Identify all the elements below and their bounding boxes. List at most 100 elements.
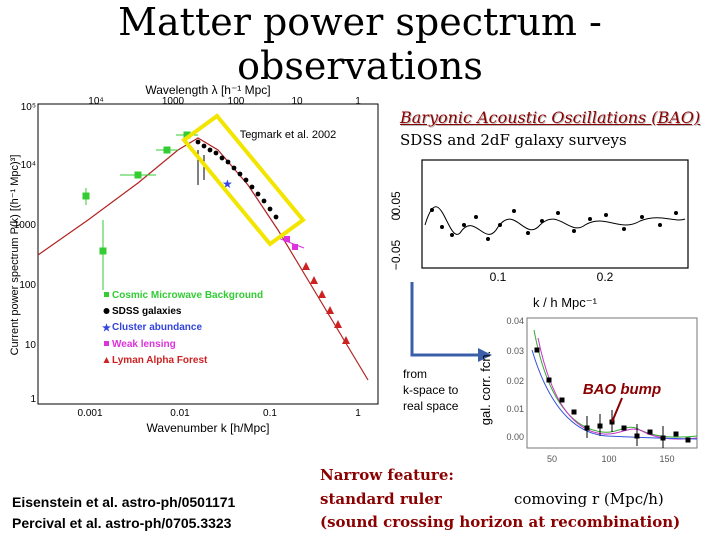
bao-y-ticks: 0.05 0 −0.05: [389, 191, 403, 270]
corr-point: [546, 377, 552, 383]
corr-y-tick: 0.02: [506, 376, 524, 386]
sdss-point: [219, 155, 225, 161]
lensing-errorbar: [277, 237, 305, 249]
x-axis-label: Wavenumber k [h/Mpc]: [147, 421, 270, 435]
lensing-point: [292, 244, 298, 250]
bao-points: [430, 208, 678, 241]
bao-point: [540, 219, 544, 223]
cluster-points: ★: [222, 177, 233, 191]
bao-point: [474, 215, 478, 219]
model-curve: [37, 137, 369, 381]
power-spectrum-figure: Wavelength λ [h⁻¹ Mpc] 10⁴ 1000 100 10 1…: [8, 80, 388, 442]
bao-y-tick: 0: [389, 213, 403, 220]
transform-arrow: [410, 282, 492, 362]
figure-credit: Tegmark et al. 2002: [240, 129, 337, 141]
bao-point: [556, 211, 560, 215]
sdss-point: [201, 143, 207, 149]
y-tick: 10: [25, 340, 37, 351]
legend-marker-sdss: [103, 308, 110, 314]
y-tick: 100: [19, 280, 36, 291]
arrow-note-line2: k-space to: [403, 383, 459, 397]
bao-kspace-plot: 0.05 0 −0.05 0.1 0.2 k / h Mpc⁻¹: [389, 159, 689, 310]
bao-point: [462, 223, 466, 227]
cmb-points: [82, 131, 198, 290]
x-tick: 0.001: [77, 408, 102, 419]
lensing-points: [277, 236, 305, 250]
sound-horizon-note: (sound crossing horizon at recombination…: [320, 513, 681, 531]
bao-y-tick: −0.05: [389, 239, 403, 270]
legend-label-lensing: Weak lensing: [112, 339, 176, 350]
legend-marker-lensing: [104, 341, 109, 346]
legend-marker-cluster: ★: [102, 323, 111, 334]
corr-y-tick: 0.04: [506, 316, 524, 326]
lensing-point: [284, 236, 290, 242]
corr-point: [534, 347, 540, 353]
corr-y-label: gal. corr. fcn.: [478, 351, 493, 425]
sdss-point: [237, 171, 243, 177]
lyman-point: [342, 336, 350, 344]
legend-label-lyman: Lyman Alpha Forest: [112, 355, 208, 366]
lyman-point: [334, 320, 342, 328]
corr-y-tick: 0.03: [506, 346, 524, 356]
slide-title: Matter power spectrum - observations: [0, 0, 720, 88]
corr-point: [559, 397, 565, 403]
highlight-box: [181, 113, 306, 247]
bao-point: [622, 227, 626, 231]
sdss-point: [195, 139, 201, 145]
bao-point: [588, 217, 592, 221]
corr-y-ticks: 0.04 0.03 0.02 0.01 0.00: [506, 316, 524, 442]
cmb-point: [82, 192, 90, 200]
comoving-axis-label: comoving r (Mpc/h): [514, 490, 664, 508]
cmb-point: [134, 171, 142, 179]
bao-title: Baryonic Acoustic Oscillations (BAO): [400, 108, 701, 127]
bao-x-label: k / h Mpc⁻¹: [533, 295, 598, 310]
arrow-shaft: [410, 282, 478, 357]
plot-frame: [37, 103, 379, 405]
bao-point: [572, 229, 576, 233]
bao-frame: [421, 159, 689, 269]
legend: Cosmic Microwave Background SDSS galaxie…: [102, 290, 263, 366]
bao-point: [674, 211, 678, 215]
top-tick: 1000: [162, 96, 185, 107]
corr-x-tick: 50: [547, 454, 557, 464]
top-tick: 100: [228, 96, 245, 107]
sdss-points: [195, 139, 279, 220]
legend-marker-cmb: [104, 292, 109, 297]
lyman-point: [326, 306, 334, 314]
bao-point: [430, 208, 434, 212]
bao-point: [658, 223, 662, 227]
sdss-point: [261, 198, 267, 204]
legend-marker-lyman: [103, 357, 110, 363]
lyman-point: [310, 276, 318, 284]
bao-point: [604, 213, 608, 217]
y-axis-label: Current power spectrum P(k) [(h⁻¹ Mpc)³]: [9, 155, 21, 356]
sdss-point: [255, 191, 261, 197]
lyman-point: [318, 290, 326, 298]
bao-point: [486, 237, 490, 241]
top-tick-labels: 10⁴ 1000 100 10 1: [88, 96, 361, 107]
sdss-point: [225, 159, 231, 165]
cmb-point: [99, 247, 107, 255]
x-tick: 0.01: [170, 408, 190, 419]
correlation-plot: gal. corr. fcn. 0.04 0.03 0.02 0.01 0.00…: [478, 316, 698, 464]
sdss-point: [243, 177, 249, 183]
bao-bump-pointer: [611, 397, 623, 423]
y-tick: 1: [30, 394, 36, 405]
corr-point: [647, 429, 653, 435]
lyman-point: [302, 262, 310, 270]
slide-title-line1: Matter power spectrum -: [118, 0, 602, 44]
corr-model-blue: [531, 349, 698, 440]
bao-fit-curve: [424, 206, 686, 235]
corr-frame: [526, 317, 698, 449]
standard-ruler-label: standard ruler: [320, 490, 442, 508]
sdss-point: [231, 165, 237, 171]
y-tick: 1000: [14, 220, 37, 231]
reference-percival: Percival et al. astro-ph/0705.3323: [12, 515, 232, 531]
top-tick: 1: [355, 96, 361, 107]
corr-y-tick: 0.00: [506, 432, 524, 442]
bao-x-tick: 0.2: [597, 270, 614, 284]
corr-point: [673, 431, 679, 437]
corr-x-ticks: 50 100 150: [547, 454, 675, 464]
cluster-point: ★: [222, 177, 233, 191]
legend-label-sdss: SDSS galaxies: [112, 306, 182, 317]
